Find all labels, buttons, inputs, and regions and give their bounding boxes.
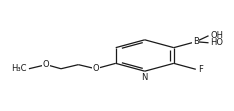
Text: HO: HO (210, 38, 223, 47)
Text: OH: OH (210, 31, 223, 40)
Text: O: O (43, 60, 50, 69)
Text: H₃C: H₃C (11, 64, 27, 73)
Text: B: B (193, 37, 199, 46)
Text: N: N (142, 73, 148, 82)
Text: O: O (92, 64, 99, 73)
Text: F: F (199, 65, 203, 74)
